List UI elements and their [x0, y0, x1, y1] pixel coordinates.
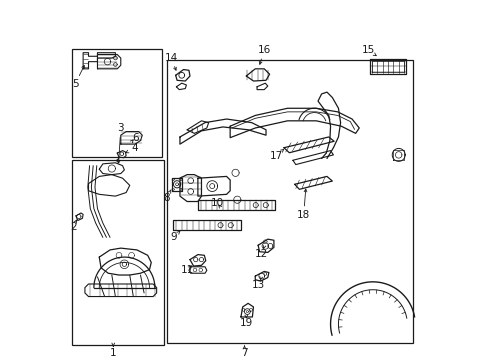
- Text: 7: 7: [241, 348, 247, 358]
- Text: 3: 3: [117, 123, 124, 133]
- Text: 16: 16: [257, 45, 270, 55]
- Text: 18: 18: [296, 210, 310, 220]
- Text: 6: 6: [132, 133, 138, 143]
- Text: 19: 19: [239, 319, 252, 328]
- Text: 4: 4: [132, 143, 138, 153]
- Bar: [167, 60, 412, 343]
- Text: 8: 8: [163, 193, 170, 203]
- Text: 13: 13: [252, 280, 265, 290]
- Text: 14: 14: [164, 53, 177, 63]
- Text: 2: 2: [70, 222, 76, 232]
- Text: 5: 5: [72, 79, 79, 89]
- Text: 10: 10: [211, 198, 224, 208]
- Text: 17: 17: [269, 150, 282, 161]
- Text: 11: 11: [180, 265, 193, 275]
- Bar: [72, 49, 162, 157]
- Bar: [72, 160, 163, 345]
- Text: 15: 15: [361, 45, 374, 55]
- Text: 1: 1: [110, 348, 116, 358]
- Text: 12: 12: [255, 248, 268, 258]
- Text: 9: 9: [170, 232, 177, 242]
